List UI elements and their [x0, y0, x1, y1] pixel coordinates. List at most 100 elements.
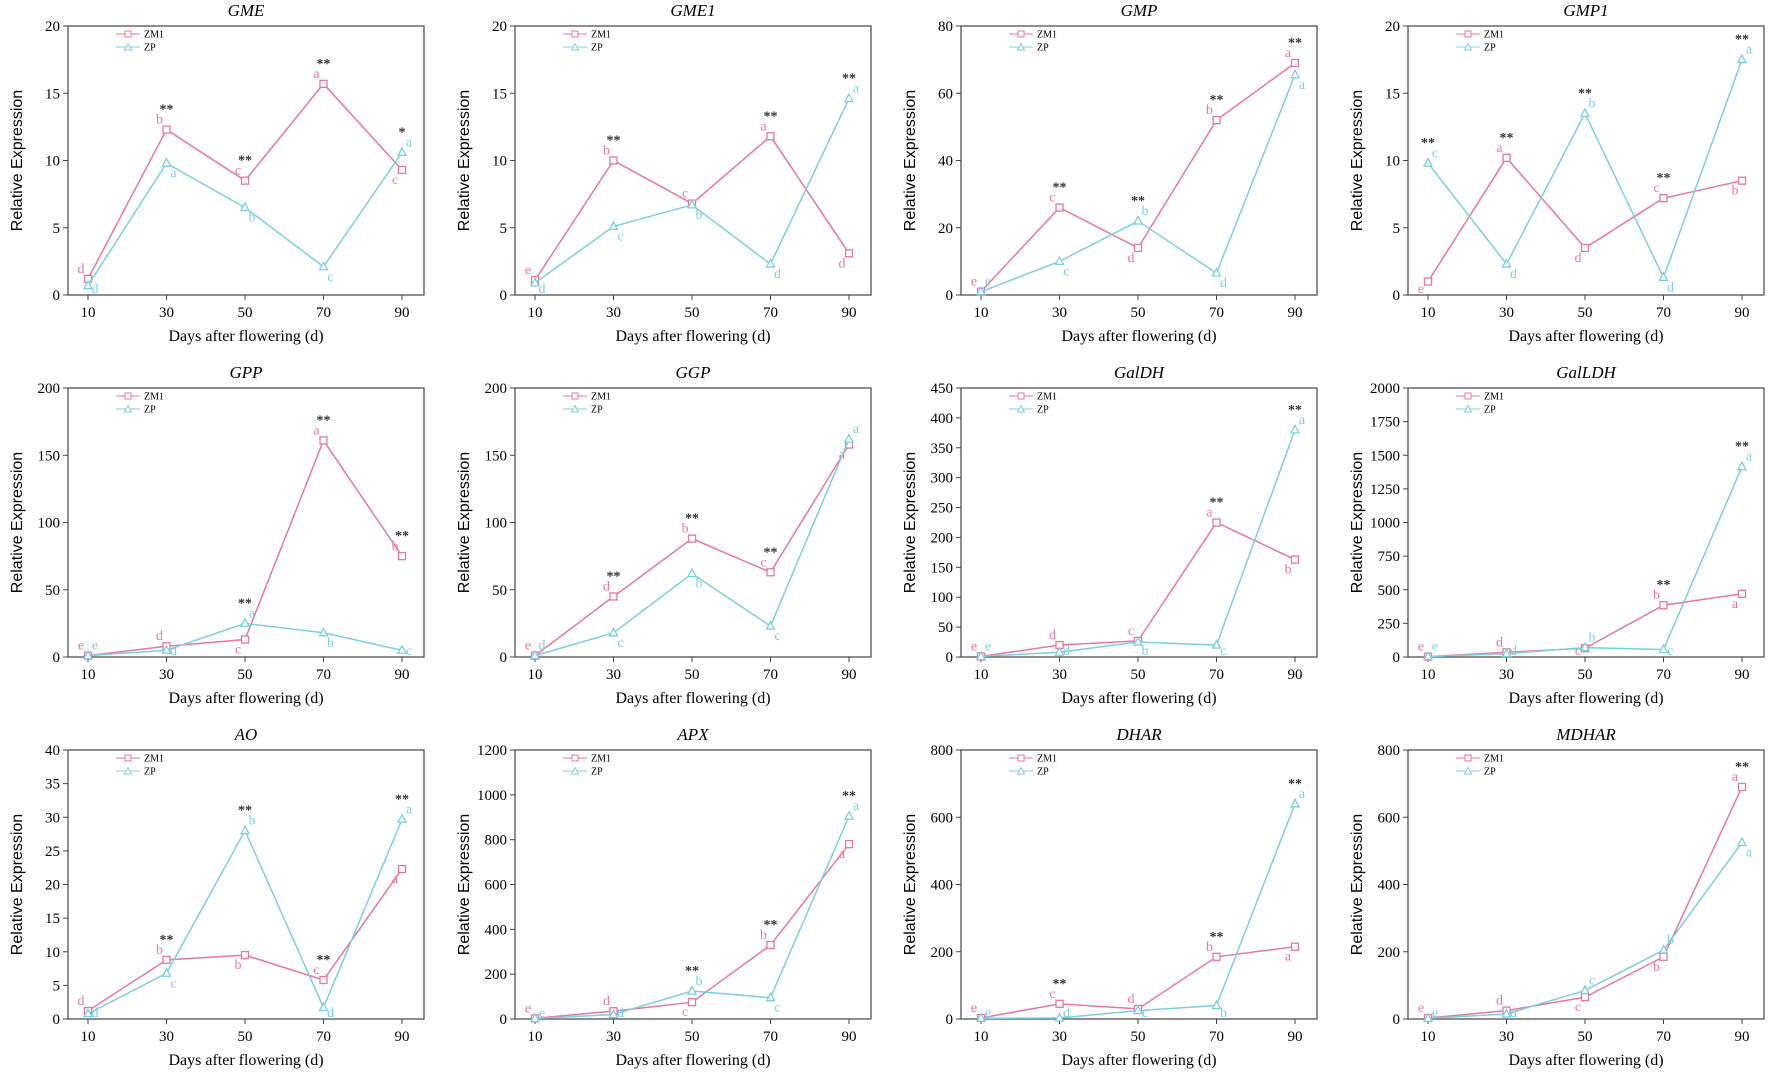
data-point-zm1: [1212, 116, 1221, 125]
x-tick-label: 30: [606, 305, 621, 321]
significance-letter-zm1: b: [681, 522, 688, 537]
y-tick-label: 200: [38, 381, 61, 397]
data-point-zm1: [1055, 999, 1064, 1009]
series-line-zp: [1427, 466, 1743, 658]
data-point-zp: [1289, 68, 1301, 79]
significance-asterisk: **: [763, 545, 777, 560]
x-tick-label: 10: [974, 305, 989, 321]
data-point-zp: [1500, 647, 1512, 658]
data-point-zp: [1657, 944, 1669, 954]
data-point-zm1: [765, 568, 775, 577]
x-tick-label: 10: [1420, 305, 1435, 321]
significance-letter-zm1: b: [392, 539, 399, 554]
data-point-zp: [1132, 636, 1144, 646]
plot-frame: [1406, 25, 1765, 296]
legend-label-zm1: ZM1: [144, 30, 164, 41]
data-point-zp: [396, 644, 408, 654]
legend-label-zm1: ZM1: [591, 30, 611, 41]
data-point-zp: [529, 277, 540, 287]
significance-letter-zm1: b: [1653, 960, 1660, 975]
x-tick-label: 90: [1288, 1029, 1303, 1045]
x-tick-label: 10: [527, 667, 542, 683]
significance-letter-zp: c: [617, 229, 623, 244]
data-point-zm1: [397, 551, 407, 561]
chart-panel-gme: GME 0 5 10 15 20 10 30 50 70 90 Days after flowerin…: [9, 1, 425, 345]
significance-asterisk: **: [238, 154, 252, 169]
y-axis-label: Relative Expression: [1349, 814, 1366, 955]
chart-panel-dhar: DHAR 0 200 400 600 800 10 30 50 70 90 Days after fl…: [902, 725, 1318, 1069]
significance-letter-zp: b: [1220, 1006, 1227, 1021]
significance-letter-zp: b: [249, 211, 256, 226]
x-tick-label: 90: [841, 667, 856, 683]
chart-title: GGP: [675, 363, 710, 382]
legend-triangle-marker: [570, 766, 579, 775]
significance-letter-zm1: c: [760, 555, 766, 570]
chart-title: GalDH: [1114, 363, 1166, 382]
y-tick-label: 1200: [477, 743, 507, 759]
significance-letter-zp: d: [170, 644, 177, 659]
significance-asterisk: **: [842, 72, 856, 87]
x-axis-label: Days after flowering (d): [1061, 1052, 1216, 1069]
y-tick-label: 250: [931, 501, 954, 517]
y-tick-label: 450: [931, 381, 954, 397]
significance-letter-zp: e: [985, 639, 991, 654]
data-point-zp: [686, 199, 697, 209]
plot-frame: [513, 25, 872, 296]
significance-letter-zm1: a: [838, 847, 845, 862]
significance-asterisk: **: [1131, 194, 1145, 209]
significance-letter-zm1: e: [1417, 640, 1423, 655]
legend-square-marker: [571, 30, 578, 38]
significance-asterisk: **: [317, 953, 331, 968]
y-axis-label: Relative Expression: [1349, 452, 1366, 593]
legend-label-zp: ZP: [144, 43, 156, 54]
data-point-zm1: [1423, 277, 1432, 286]
legend-label-zp: ZP: [591, 405, 603, 416]
significance-letter-zm1: b: [1206, 940, 1213, 955]
x-tick-label: 70: [1656, 667, 1671, 683]
significance-letter-zp: d: [1220, 276, 1227, 291]
x-tick-label: 50: [238, 1029, 253, 1045]
y-tick-label: 20: [938, 221, 953, 237]
x-tick-label: 90: [395, 667, 410, 683]
significance-letter-zm1: d: [838, 256, 845, 271]
y-axis-label: Relative Expression: [1349, 90, 1366, 231]
significance-letter-zp: c: [774, 1001, 780, 1016]
chart-panel-galldh: GalLDH 0 250 500 750 1000 1250 1500 1750 2000 10 30…: [1349, 363, 1765, 707]
y-tick-label: 0: [499, 1012, 507, 1028]
significance-letter-zp: d: [92, 282, 99, 297]
y-tick-label: 1000: [1370, 516, 1400, 532]
x-tick-label: 90: [395, 305, 410, 321]
chart-title: GME: [228, 1, 265, 20]
y-tick-label: 15: [1385, 86, 1400, 102]
significance-letter-zp: c: [170, 976, 176, 991]
data-point-zp: [1657, 643, 1669, 654]
x-tick-label: 50: [684, 667, 699, 683]
y-tick-label: 150: [38, 448, 61, 464]
data-point-zm1: [1133, 243, 1143, 253]
significance-letter-zm1: c: [681, 187, 687, 202]
legend-label-zp: ZP: [144, 405, 156, 416]
data-point-zp: [1054, 255, 1065, 266]
y-tick-label: 0: [946, 288, 954, 304]
significance-asterisk: **: [395, 792, 409, 807]
x-tick-label: 30: [1499, 1029, 1514, 1045]
plot-frame: [67, 749, 425, 1020]
data-point-zp: [318, 1001, 329, 1012]
x-axis-label: Days after flowering (d): [1061, 328, 1216, 345]
y-axis-label: Relative Expression: [456, 814, 473, 955]
x-tick-label: 70: [1209, 667, 1224, 683]
significance-letter-zm1: d: [1574, 251, 1581, 266]
x-axis-label: Days after flowering (d): [615, 328, 770, 345]
data-point-zp: [1422, 157, 1433, 167]
significance-letter-zm1: a: [313, 67, 320, 82]
x-tick-label: 70: [316, 667, 331, 683]
series-line-zp: [534, 438, 850, 657]
x-tick-label: 30: [159, 1029, 174, 1045]
y-tick-label: 10: [1385, 154, 1400, 170]
legend-square-marker: [1017, 754, 1025, 762]
data-point-zm1: [1658, 601, 1668, 610]
chart-title: AO: [234, 725, 258, 744]
data-point-zm1: [844, 249, 853, 258]
data-point-zm1: [1658, 952, 1668, 961]
significance-letter-zp: e: [985, 1006, 991, 1021]
